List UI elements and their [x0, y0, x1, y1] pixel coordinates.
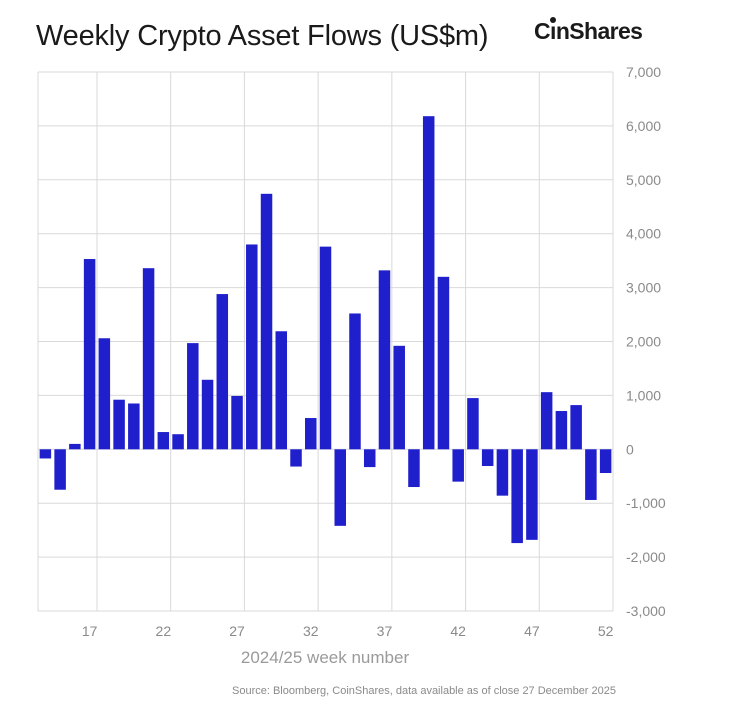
y-tick-label: 5,000 [626, 172, 661, 188]
bar [128, 403, 140, 450]
y-tick-label: -1,000 [626, 495, 666, 511]
y-tick-label: 6,000 [626, 118, 661, 134]
y-tick-label: 3,000 [626, 280, 661, 296]
bar [422, 116, 435, 450]
x-tick-label: 52 [598, 623, 614, 639]
bar [481, 449, 494, 467]
x-tick-label: 47 [524, 623, 540, 639]
bar [157, 432, 170, 450]
bar [599, 449, 612, 474]
bar [334, 449, 346, 526]
x-tick-label: 37 [377, 623, 393, 639]
bar [570, 405, 582, 450]
bar [69, 443, 81, 450]
bar [363, 449, 376, 468]
coinshares-logo: Cı nShares [534, 17, 643, 44]
bar [275, 331, 288, 450]
bar [349, 313, 361, 450]
x-tick-label: 42 [450, 623, 466, 639]
bar [172, 434, 184, 450]
bar [290, 449, 302, 467]
bar [246, 244, 258, 450]
bar [98, 338, 111, 450]
bar [187, 343, 199, 450]
bar [305, 418, 317, 450]
bar [585, 449, 597, 500]
bar [260, 193, 273, 450]
x-axis: 17 22 27 32 37 42 47 52 [82, 623, 614, 639]
bar [437, 276, 450, 450]
bar [452, 449, 464, 482]
y-tick-label: 7,000 [626, 64, 661, 80]
x-tick-label: 22 [156, 623, 172, 639]
y-axis: 7,000 6,000 5,000 4,000 3,000 2,000 1,000 0 -1,0… [626, 64, 666, 619]
bar [540, 392, 553, 450]
bar [378, 270, 391, 450]
y-tick-label: 2,000 [626, 334, 661, 350]
source-note: Source: Bloomberg, CoinShares, data avai… [232, 685, 617, 697]
bar [54, 449, 66, 490]
x-tick-label: 27 [229, 623, 245, 639]
bar [467, 398, 479, 450]
bar [39, 449, 52, 459]
x-tick-label: 17 [82, 623, 98, 639]
bar [142, 268, 155, 450]
bar [216, 294, 229, 450]
bar-series [39, 116, 612, 544]
bar [83, 259, 96, 450]
bar [511, 449, 523, 544]
y-tick-label: -3,000 [626, 603, 666, 619]
bar [555, 411, 568, 450]
x-tick-label: 32 [303, 623, 319, 639]
bar [393, 345, 405, 450]
bar [319, 246, 332, 450]
bar [113, 399, 125, 450]
y-tick-label: -2,000 [626, 549, 666, 565]
bar [231, 395, 243, 450]
bar [496, 449, 509, 496]
bar [408, 449, 420, 488]
chart-title: Weekly Crypto Asset Flows (US$m) [36, 20, 489, 52]
x-axis-label: 2024/25 week number [241, 648, 410, 667]
bar [526, 449, 538, 540]
bar [201, 379, 214, 450]
y-tick-label: 1,000 [626, 387, 661, 403]
y-tick-label: 4,000 [626, 226, 661, 242]
y-tick-label: 0 [626, 441, 634, 457]
